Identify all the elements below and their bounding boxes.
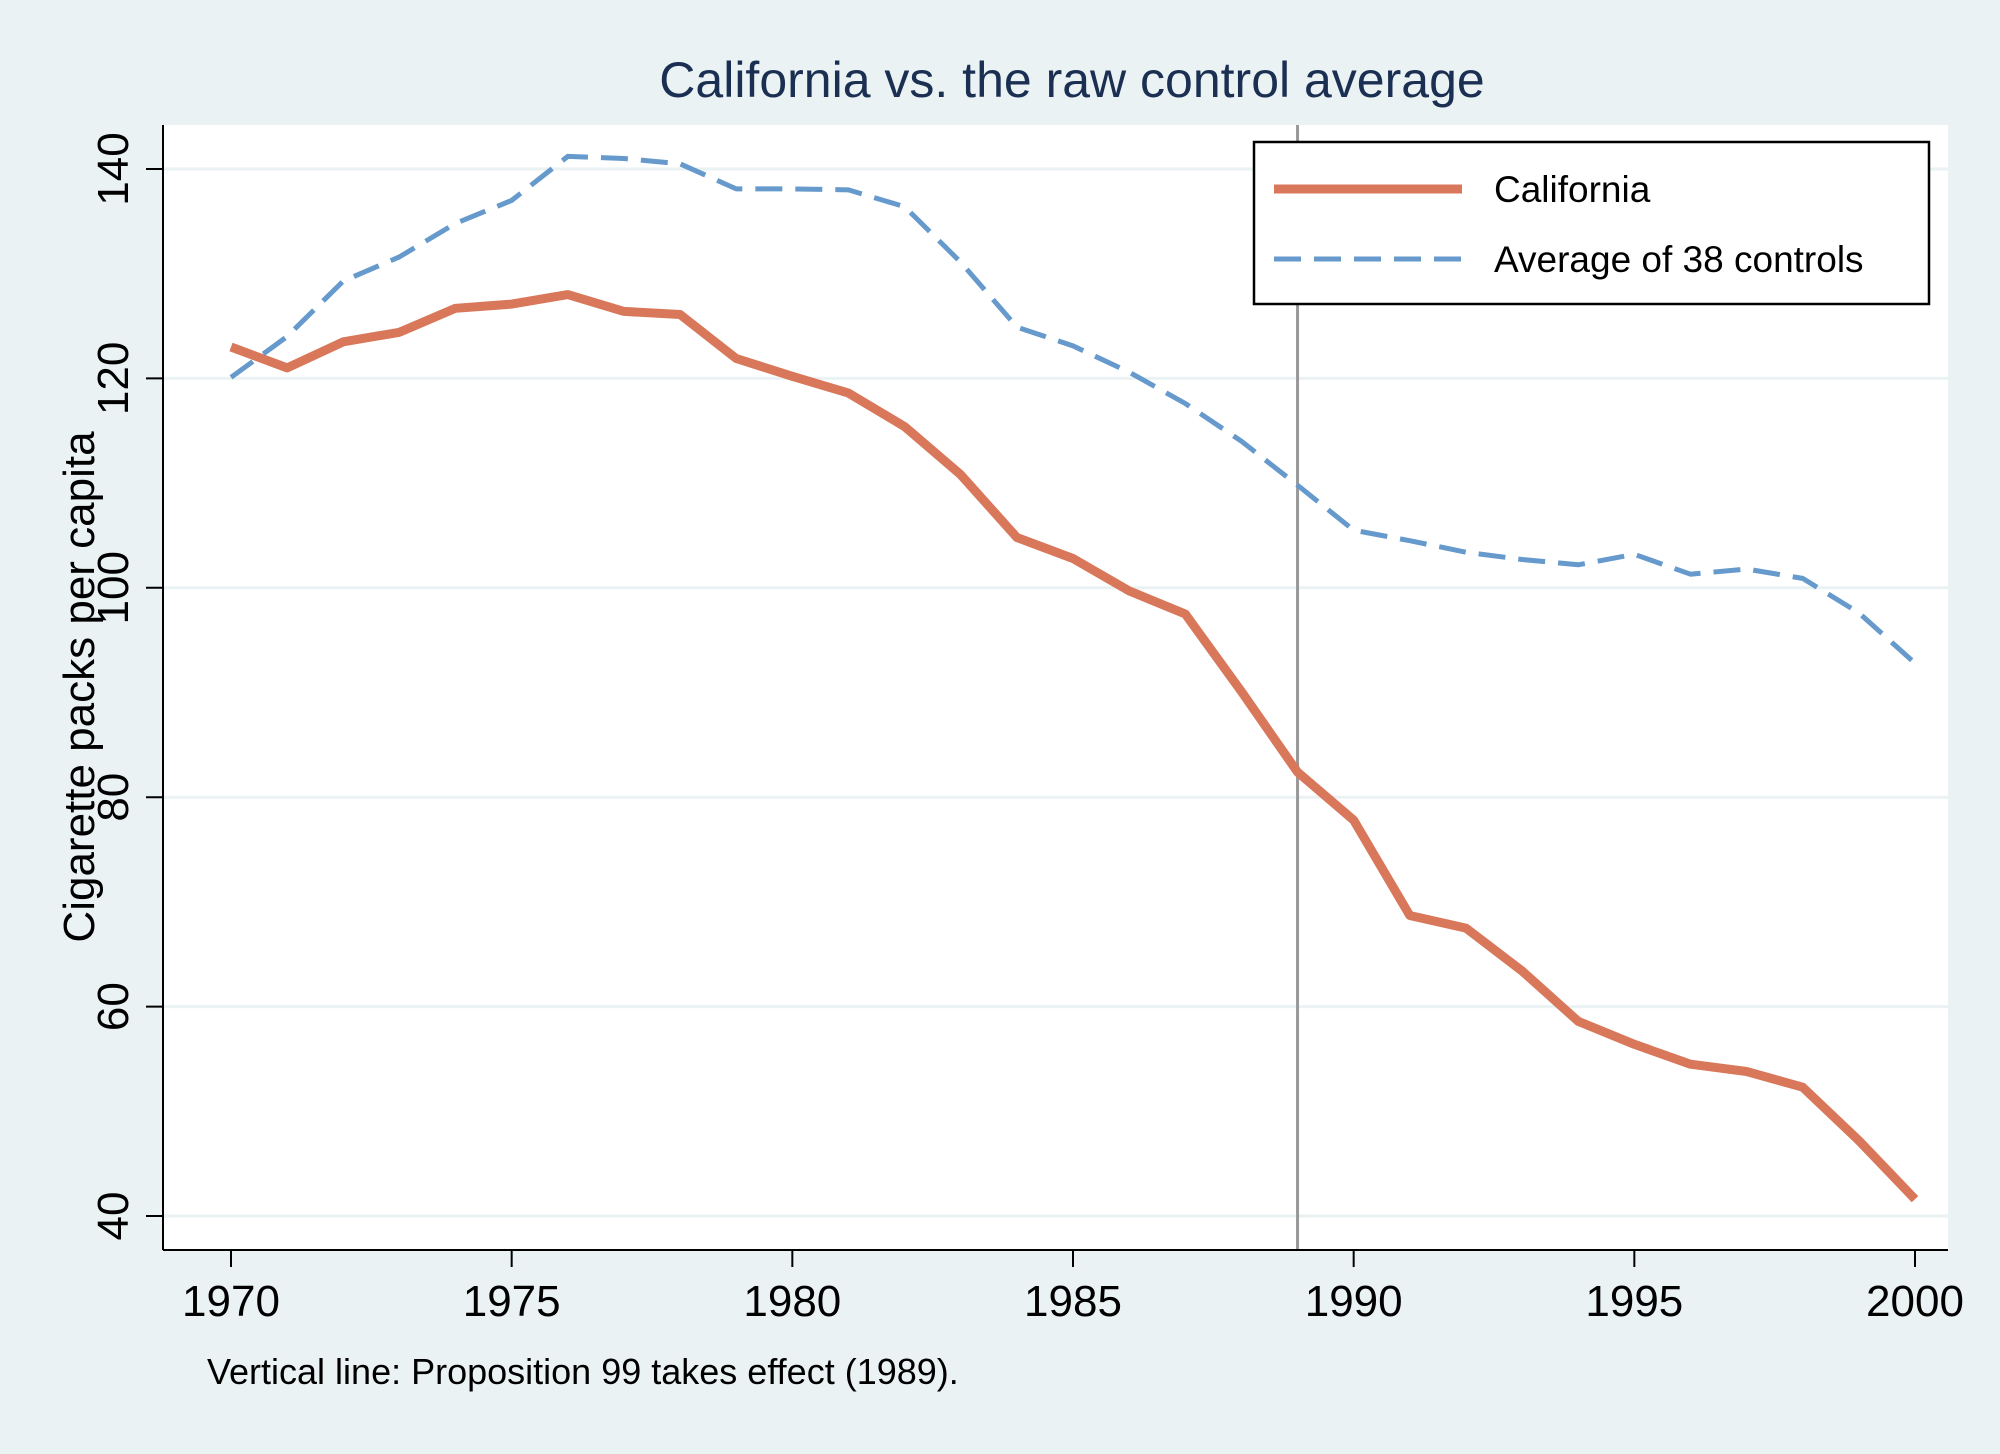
x-tick-label-1970: 1970 [182,1277,280,1326]
series-lines [229,153,1919,1203]
y-tick-label-120: 120 [89,342,138,415]
x-tick-label-1975: 1975 [463,1277,561,1326]
x-tick-label-1995: 1995 [1585,1277,1683,1326]
x-ticks: 1970 1975 1980 1985 1990 1995 2000 [182,1250,1964,1326]
y-ticks: 40 60 80 100 120 140 [89,132,163,1240]
series-line-0 [229,290,1919,1203]
legend: California Average of 38 controls [1252,140,1931,306]
series-line-1 [229,153,1917,666]
chart-note: Vertical line: Proposition 99 takes effe… [207,1351,959,1392]
y-tick-label-140: 140 [89,132,138,205]
x-tick-label-1985: 1985 [1024,1277,1122,1326]
x-tick-label-1990: 1990 [1305,1277,1403,1326]
y-tick-label-40: 40 [89,1192,138,1241]
legend-box [1252,140,1931,306]
y-axis-label: Cigarette packs per capita [55,431,104,943]
x-tick-label-2000: 2000 [1866,1277,1964,1326]
y-tick-label-60: 60 [89,982,138,1031]
y-tick-label-100: 100 [89,551,138,624]
x-tick-label-1980: 1980 [743,1277,841,1326]
legend-label-controls: Average of 38 controls [1494,239,1864,280]
y-tick-label-80: 80 [89,773,138,822]
axes [162,125,1948,1251]
legend-label-california: California [1494,169,1651,210]
chart-title: California vs. the raw control average [659,52,1484,108]
plot-area [163,125,1948,1250]
